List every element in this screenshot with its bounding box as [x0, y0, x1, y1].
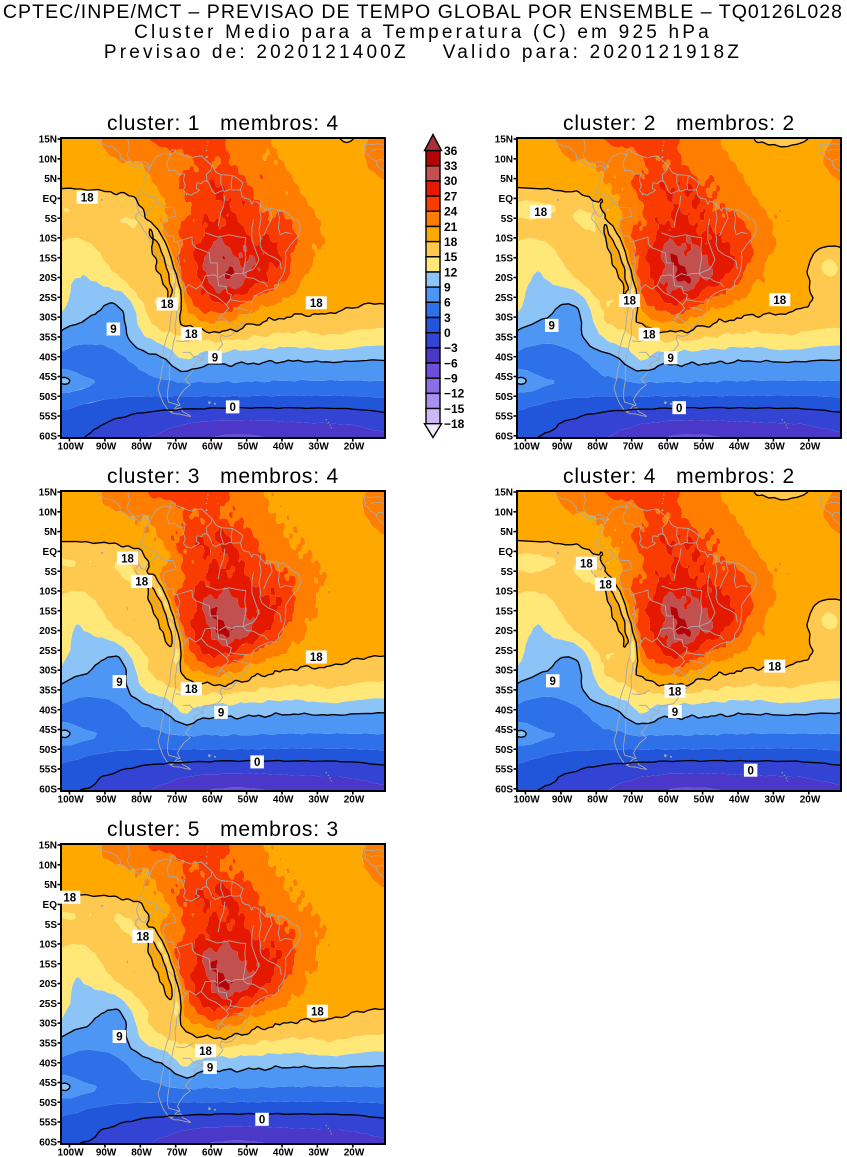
- svg-text:18: 18: [599, 579, 612, 591]
- svg-text:18: 18: [444, 235, 458, 249]
- svg-text:27: 27: [444, 189, 458, 203]
- svg-text:18: 18: [161, 299, 174, 311]
- svg-text:18: 18: [136, 932, 149, 944]
- svg-text:6: 6: [444, 296, 451, 310]
- svg-text:18: 18: [768, 661, 781, 673]
- svg-text:0: 0: [747, 765, 753, 777]
- svg-text:−15: −15: [444, 402, 465, 416]
- svg-text:cluster: 5 membros: 3: cluster: 5 membros: 3: [107, 818, 339, 841]
- svg-text:9: 9: [549, 676, 555, 688]
- svg-text:18: 18: [310, 298, 323, 310]
- svg-text:18: 18: [199, 1046, 212, 1058]
- svg-text:18: 18: [311, 1006, 324, 1018]
- svg-text:30: 30: [444, 174, 458, 188]
- svg-text:18: 18: [81, 192, 94, 204]
- svg-text:−6: −6: [444, 356, 458, 370]
- svg-text:0: 0: [676, 403, 682, 415]
- svg-text:36: 36: [444, 144, 458, 158]
- svg-text:18: 18: [534, 207, 547, 219]
- svg-text:18: 18: [643, 329, 656, 341]
- svg-text:9: 9: [548, 321, 554, 333]
- svg-text:18: 18: [185, 684, 198, 696]
- svg-text:9: 9: [667, 353, 673, 365]
- svg-text:21: 21: [444, 220, 458, 234]
- svg-text:CPTEC/INPE/MCT – PREVISAO DE T: CPTEC/INPE/MCT – PREVISAO DE TEMPO GLOBA…: [3, 1, 843, 23]
- svg-text:0: 0: [444, 326, 451, 340]
- svg-text:−3: −3: [444, 341, 458, 355]
- svg-text:−9: −9: [444, 372, 458, 386]
- svg-text:18: 18: [135, 577, 148, 589]
- svg-text:18: 18: [63, 892, 76, 904]
- svg-text:33: 33: [444, 159, 458, 173]
- svg-text:0: 0: [254, 757, 260, 769]
- svg-text:9: 9: [444, 280, 451, 294]
- svg-text:9: 9: [110, 324, 116, 336]
- svg-text:18: 18: [121, 553, 134, 565]
- svg-text:15: 15: [444, 250, 458, 264]
- svg-text:18: 18: [623, 296, 636, 308]
- svg-text:18: 18: [580, 558, 593, 570]
- svg-text:9: 9: [207, 1063, 213, 1075]
- svg-text:Previsao de: 2020121400Z Va: Previsao de: 2020121400Z Valido para: 20…: [104, 42, 742, 63]
- svg-text:18: 18: [669, 686, 682, 698]
- svg-text:9: 9: [218, 708, 224, 720]
- svg-text:24: 24: [444, 205, 458, 219]
- svg-text:9: 9: [116, 1032, 122, 1044]
- svg-text:cluster: 1 membros: 4: cluster: 1 membros: 4: [107, 112, 339, 135]
- svg-text:18: 18: [310, 652, 323, 664]
- svg-text:cluster: 4 membros: 2: cluster: 4 membros: 2: [563, 465, 795, 488]
- svg-text:9: 9: [672, 707, 678, 719]
- svg-text:9: 9: [212, 352, 218, 364]
- svg-text:18: 18: [185, 329, 198, 341]
- svg-text:18: 18: [773, 295, 786, 307]
- svg-text:0: 0: [229, 402, 235, 414]
- svg-text:9: 9: [116, 677, 122, 689]
- svg-text:3: 3: [444, 311, 451, 325]
- svg-text:cluster: 2 membros: 2: cluster: 2 membros: 2: [563, 112, 795, 135]
- svg-text:−12: −12: [444, 387, 465, 401]
- svg-text:12: 12: [444, 265, 458, 279]
- svg-text:Cluster Medio para a Temperatu: Cluster Medio para a Temperatura (C) em …: [134, 22, 712, 43]
- svg-text:cluster: 3 membros: 4: cluster: 3 membros: 4: [107, 465, 339, 488]
- svg-text:−18: −18: [444, 417, 465, 431]
- svg-text:0: 0: [259, 1115, 265, 1127]
